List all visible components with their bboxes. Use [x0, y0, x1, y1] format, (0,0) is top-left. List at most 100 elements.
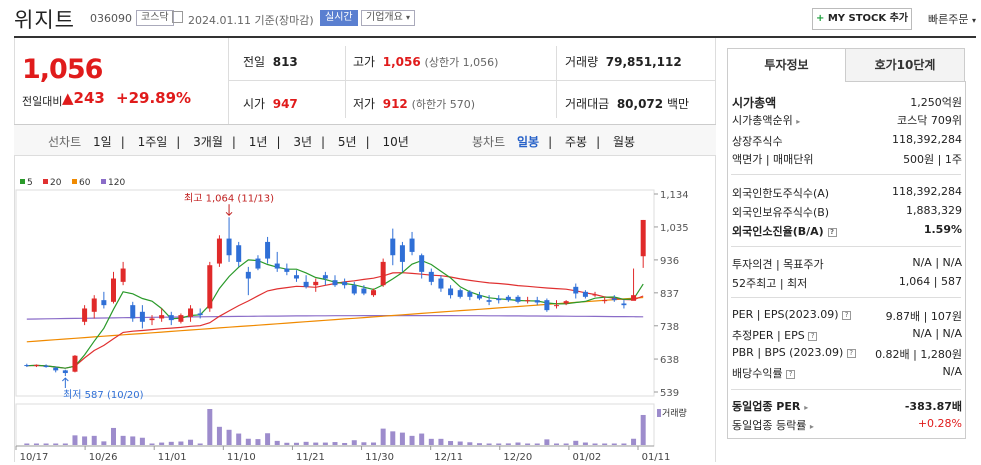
chevron-right-icon: ▸ [804, 403, 809, 412]
volume-bar [188, 439, 194, 445]
high-annotation: 최고 1,064 (11/13) [184, 192, 274, 204]
company-overview-select[interactable]: 기업개요 ▾ [361, 10, 415, 26]
candle-body [197, 313, 203, 316]
candle-body [496, 298, 502, 301]
volume-bar [457, 441, 463, 445]
chart-toolbar [14, 125, 716, 155]
volume-bar [207, 409, 213, 445]
help-icon[interactable]: ? [808, 331, 818, 341]
candle-body [82, 308, 88, 322]
volume-bar [43, 443, 49, 445]
week52-row: 52주최고 | 최저 1,064 | 587 [732, 275, 962, 290]
candle-body [534, 300, 540, 303]
stock-name: 위지트 [14, 8, 75, 32]
candle-tab-daily[interactable]: 일봉 [517, 135, 540, 149]
candle-body [62, 370, 68, 374]
candle-body [178, 315, 184, 322]
volume-bar [602, 443, 608, 445]
volume-bar [284, 442, 290, 445]
volume-bar [149, 443, 155, 445]
volume-bar [101, 441, 107, 445]
candle-body [563, 301, 569, 304]
y-tick-label: 738 [660, 322, 679, 333]
period-tabs: 1일 | 1주일 | 3개월 | 1년 | 3년 | 5년 | 10년 [93, 135, 409, 149]
candle-chart-label[interactable]: 봉차트 [472, 135, 506, 149]
my-stock-button[interactable]: + MY STOCK 추가 [812, 8, 912, 30]
par-value-row: 액면가 | 매매단위 500원 | 1주 [732, 153, 962, 166]
panel-border [727, 81, 728, 439]
help-icon[interactable]: ? [846, 348, 856, 358]
industry-per-row[interactable]: 동일업종 PER ▸ -383.87배 [732, 400, 962, 413]
realtime-badge[interactable]: 실시간 [320, 10, 358, 26]
candle-body [33, 365, 39, 367]
volume-bar [640, 414, 646, 445]
volume-bar [313, 442, 319, 445]
volume-bar [91, 435, 97, 445]
candle-body [582, 291, 588, 297]
candle-body [457, 290, 463, 297]
period-tab[interactable]: 3년 [293, 135, 312, 149]
tab-orderbook[interactable]: 호가10단계 [845, 48, 965, 82]
period-tab[interactable]: 3개월 [193, 135, 223, 149]
candle-body [168, 315, 174, 321]
volume-bar [409, 435, 415, 445]
candle-body [303, 281, 309, 287]
period-tab[interactable]: 10년 [382, 135, 409, 149]
legend-swatch [20, 179, 25, 184]
candle-body [380, 261, 386, 286]
opinion-row: 투자의견 | 목표주가 N/A | N/A [732, 256, 962, 271]
candle-body [313, 281, 319, 286]
candle-body [43, 365, 49, 368]
foreign-hold-row: 외국인보유주식수(B) 1,883,329 [732, 204, 962, 219]
period-tab[interactable]: 5년 [337, 135, 357, 149]
candle-body [53, 367, 59, 371]
candle-body [573, 286, 579, 294]
industry-change-row[interactable]: 동일업종 등락률 ▸ +0.28% [732, 417, 962, 432]
help-icon[interactable]: ? [786, 369, 796, 379]
candle-body [438, 278, 444, 289]
help-icon[interactable]: ? [842, 310, 852, 320]
volume-bar [515, 442, 521, 445]
candle-body [515, 296, 521, 302]
candle-body [342, 281, 348, 286]
panel-border [345, 46, 346, 118]
period-tab[interactable]: 1주일 [137, 135, 168, 149]
candle-body [159, 315, 165, 319]
period-tab[interactable]: 1년 [248, 135, 268, 149]
volume-bar [168, 441, 174, 445]
volume-bar [82, 436, 88, 445]
candles [24, 217, 646, 377]
est-per-row: 추정PER | EPS ? N/A | N/A [732, 327, 962, 342]
legend-label: 120 [108, 178, 125, 188]
ma120-line [26, 315, 644, 320]
volume-bar [428, 438, 434, 445]
quick-order-link[interactable]: 빠른주문 ▾ [928, 13, 976, 26]
listed-shares-row: 상장주식수 118,392,284 [732, 133, 962, 148]
volume-bar [139, 437, 145, 445]
volume-bar [293, 442, 299, 445]
candle-tab-monthly[interactable]: 월봉 [612, 135, 636, 149]
period-tab[interactable]: 1일 [93, 135, 112, 149]
candle-body [120, 268, 126, 282]
candle-body [274, 263, 280, 269]
y-tick-label: 1,035 [660, 223, 689, 234]
change-percent: +29.89% [116, 89, 192, 107]
stock-code: 036090 [90, 12, 132, 25]
help-icon[interactable]: ? [827, 227, 837, 237]
y-tick-label: 936 [660, 256, 679, 267]
candle-body [293, 275, 299, 279]
tab-invest-info[interactable]: 투자정보 [727, 48, 846, 82]
candle-body [554, 305, 560, 307]
x-tick-label: 10/26 [89, 452, 118, 463]
x-tick-label: 12/20 [503, 452, 532, 463]
candle-tab-weekly[interactable]: 주봉 [564, 135, 588, 149]
line-chart-label[interactable]: 선차트 [48, 135, 82, 149]
dividend-row: 배당수익률 ? N/A [732, 365, 962, 380]
panel-border [14, 155, 716, 156]
y-tick-label: 638 [660, 355, 679, 366]
candle-body [24, 365, 30, 367]
trading-amount: 거래대금 80,072 백만 [565, 97, 690, 111]
volume-bar [216, 426, 222, 445]
chevron-down-icon: ▾ [406, 13, 411, 22]
candle-body [640, 219, 646, 257]
